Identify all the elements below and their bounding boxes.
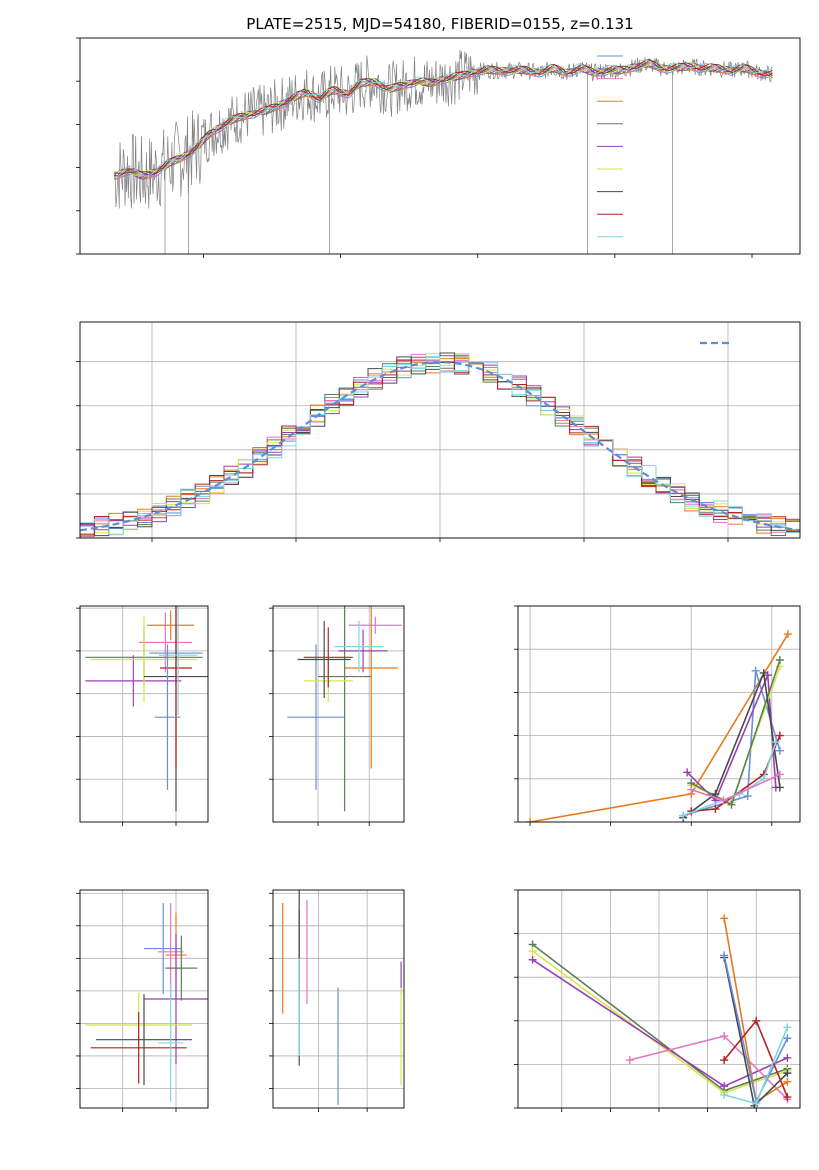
mass-weight-marker	[775, 656, 784, 664]
mass-weight-marker	[775, 783, 784, 792]
massweight-vs-age-panel	[514, 605, 801, 826]
mass-weight-marker	[711, 789, 720, 798]
mass-weight-line	[690, 659, 781, 806]
mass-weight-marker	[783, 1053, 792, 1062]
residuals-panel	[76, 321, 801, 542]
normal-reference-curve	[80, 360, 800, 532]
plot-area	[287, 606, 402, 812]
model-spectrum-line	[114, 62, 773, 178]
mass-weight-marker	[727, 800, 736, 809]
mass-weight-marker	[526, 818, 535, 822]
mass-vs-metallicity-panel	[76, 889, 209, 1112]
plot-area	[113, 49, 773, 254]
mass-weight-marker	[751, 666, 760, 675]
model-spectrum-line	[114, 61, 773, 176]
axes-frame	[272, 605, 405, 823]
mass-weight-line	[682, 741, 777, 817]
mass-weight-marker	[687, 785, 696, 794]
mass-weight-marker	[720, 1090, 729, 1099]
mass-weight-line	[723, 957, 788, 1108]
model-spectrum-line	[114, 62, 773, 180]
axes-frame	[517, 605, 801, 823]
model-spectrum-line	[114, 59, 773, 178]
mass-weight-marker	[783, 1023, 792, 1032]
mass-weight-marker	[783, 630, 792, 639]
mass-weight-marker	[720, 1082, 729, 1091]
mass-weight-marker	[720, 1032, 729, 1041]
mass-weight-line	[723, 1026, 789, 1105]
mass-vs-ebv-panel	[269, 889, 405, 1112]
mass-weight-marker	[783, 1077, 792, 1086]
spectrum-legend	[597, 55, 623, 238]
axes-frame	[79, 605, 209, 823]
mass-weight-marker	[711, 805, 720, 814]
mass-weight-marker	[775, 770, 784, 779]
mass-weight-marker	[528, 955, 537, 964]
mass-weight-marker	[752, 1099, 761, 1108]
mass-weight-marker	[783, 1034, 792, 1043]
plot-area	[85, 903, 208, 1102]
mass-weight-marker	[752, 1016, 761, 1025]
axes-frame	[272, 889, 405, 1109]
mass-weight-marker	[720, 951, 729, 960]
age-vs-metallicity-panel	[76, 605, 209, 826]
axes-frame	[517, 889, 801, 1109]
figure-title: PLATE=2515, MJD=54180, FIBERID=0155, z=0…	[246, 15, 633, 33]
mass-weight-marker	[720, 914, 729, 923]
mass-weight-marker	[528, 947, 537, 956]
mass-weight-marker	[783, 1093, 792, 1102]
plot-area	[85, 606, 208, 812]
axes-frame	[79, 37, 801, 255]
mass-weight-marker	[683, 768, 692, 777]
plot-area	[282, 890, 402, 1105]
mass-weight-marker	[743, 792, 752, 801]
residual-histogram	[80, 356, 800, 535]
mass-weight-marker	[763, 671, 772, 680]
axes-frame	[79, 321, 801, 539]
massweight-vs-metallicity-panel	[514, 889, 801, 1112]
plot-area	[526, 630, 792, 822]
plot-area	[528, 914, 792, 1108]
model-spectrum-line	[114, 59, 773, 177]
mass-weight-marker	[720, 1056, 729, 1065]
mass-weight-marker	[719, 796, 728, 805]
axes-frame	[79, 889, 209, 1109]
mass-weight-line	[682, 669, 781, 819]
plot-area	[80, 352, 800, 538]
mass-weight-marker	[771, 738, 780, 747]
spectrum-panel	[76, 37, 801, 258]
age-vs-mass-panel	[269, 605, 405, 826]
mass-weight-marker	[783, 1069, 792, 1078]
mass-weight-marker	[625, 1056, 634, 1065]
mass-weight-line	[529, 633, 789, 822]
mass-weight-marker	[759, 668, 768, 677]
mass-weight-marker	[775, 731, 784, 740]
mass-weight-line	[690, 666, 781, 804]
mass-weight-marker	[775, 746, 784, 755]
mass-weight-marker	[679, 811, 688, 820]
